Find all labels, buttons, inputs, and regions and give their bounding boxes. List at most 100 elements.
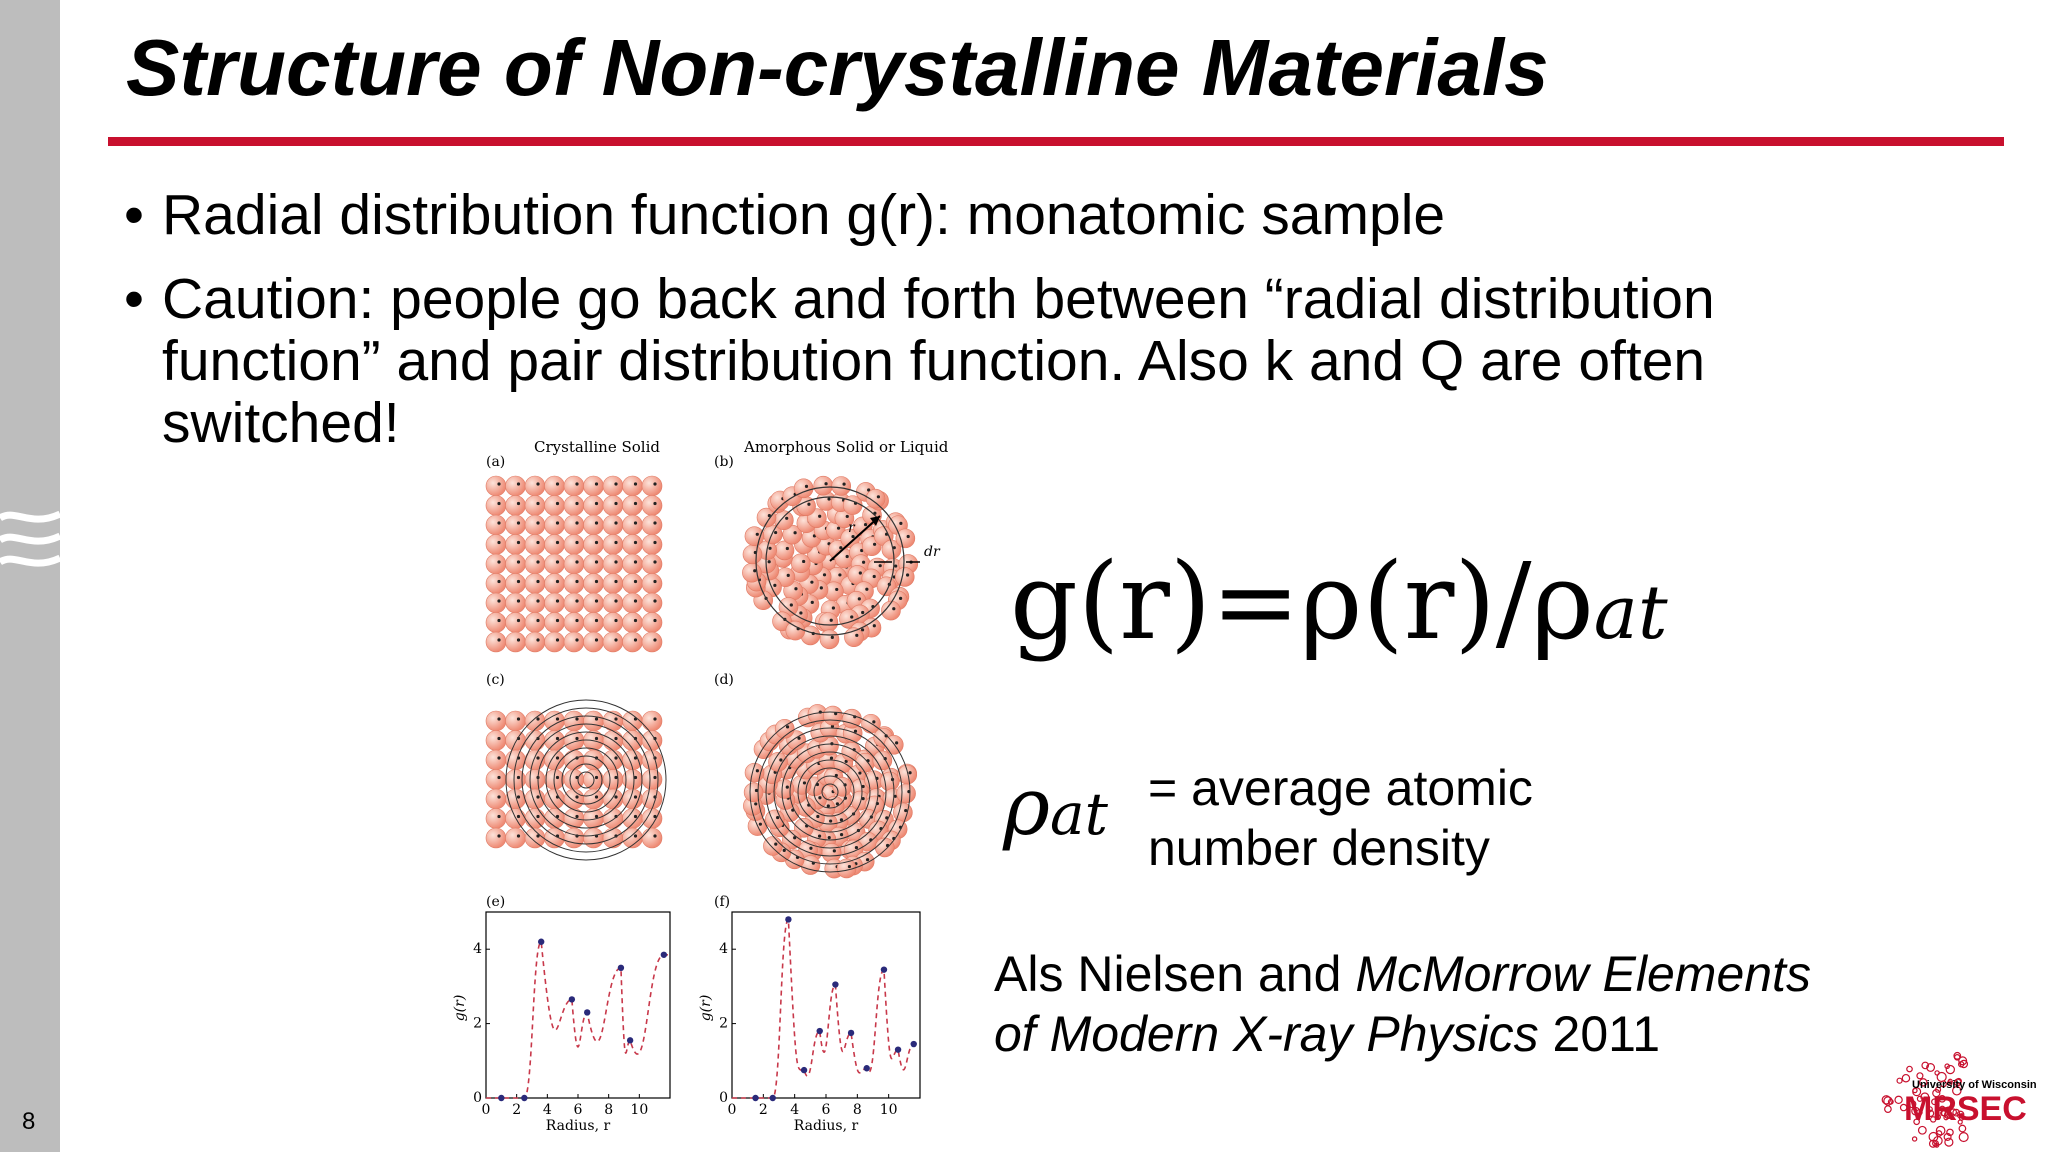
atom-nucleus (847, 864, 852, 869)
atom-nucleus (802, 781, 807, 785)
atom (622, 631, 643, 653)
formula-subscript: at (1593, 570, 1668, 656)
atom-nucleus (789, 603, 793, 607)
atom-nucleus (516, 521, 521, 525)
atom (485, 592, 507, 614)
atom (524, 534, 546, 555)
atom-nucleus (555, 814, 560, 819)
atom-nucleus (754, 788, 759, 793)
logo-dot (1911, 1106, 1920, 1116)
atom-nucleus (555, 775, 560, 780)
atom-nucleus (653, 579, 657, 584)
logo-dot (1931, 1098, 1938, 1106)
logo-mrsec-text: MRSEC (1904, 1090, 2027, 1128)
atom (485, 827, 507, 849)
atom-nucleus (594, 717, 599, 721)
rdf-figure: Crystalline Solid Amorphous Solid or Liq… (452, 438, 949, 1134)
data-point (617, 964, 625, 971)
logo-dot (1920, 1092, 1930, 1102)
logo-dot (1899, 1103, 1908, 1112)
atom (774, 510, 794, 531)
logo-university-text: University of Wisconsin (1912, 1079, 2037, 1091)
atom (563, 827, 585, 849)
atom (524, 495, 546, 516)
atom-nucleus (594, 579, 599, 584)
atom (485, 475, 507, 497)
atom-nucleus (633, 795, 638, 799)
atom (563, 749, 585, 771)
atom-nucleus (818, 796, 822, 800)
logo-dot (1901, 1073, 1911, 1083)
atom (641, 769, 663, 790)
atom-nucleus (555, 756, 560, 760)
definition-line-1: = average atomic (1148, 760, 1533, 816)
logo-dot (1921, 1061, 1930, 1070)
atom-nucleus (633, 560, 638, 564)
atom (602, 534, 624, 555)
atom-nucleus (653, 814, 657, 819)
y-tick-label: 0 (473, 1090, 482, 1106)
atom-nucleus (653, 482, 657, 486)
atom-nucleus (594, 521, 599, 525)
atom-nucleus (826, 804, 830, 808)
atom (485, 769, 507, 790)
atom-nucleus (555, 501, 560, 506)
atom-nucleus (855, 633, 859, 637)
shell-outer-circle (755, 486, 905, 636)
logo-dot (1932, 1089, 1941, 1098)
atom-nucleus (861, 610, 865, 615)
atom (583, 749, 604, 771)
atom (602, 808, 624, 829)
atom-nucleus (594, 775, 599, 780)
atom-nucleus (838, 573, 842, 577)
atom (544, 495, 565, 516)
atom-nucleus (653, 717, 657, 721)
atom-nucleus (594, 736, 599, 741)
atom-nucleus (614, 775, 618, 780)
atom-nucleus (653, 618, 657, 623)
atom-nucleus (633, 736, 638, 741)
radius-arrowhead-icon (870, 516, 880, 526)
atom-nucleus (860, 628, 865, 632)
atom-nucleus (555, 482, 560, 486)
atom-nucleus (829, 756, 834, 760)
atom-nucleus (516, 638, 521, 642)
y-tick-label: 2 (719, 1016, 728, 1032)
bullet-list: Radial distribution function g(r): monat… (122, 184, 1902, 476)
shell-ring (537, 731, 635, 829)
atom-nucleus (497, 579, 501, 584)
atom-nucleus (633, 540, 638, 545)
definition-line-2: number density (1148, 820, 1490, 876)
atom-nucleus (555, 599, 560, 603)
atom-nucleus (830, 635, 834, 639)
atom-nucleus (839, 818, 844, 822)
atom-nucleus (878, 564, 882, 568)
logo-dot (1943, 1132, 1952, 1141)
logo-dot (1908, 1100, 1917, 1109)
atom (505, 710, 526, 732)
atom-nucleus (633, 521, 638, 525)
logo-dot (1894, 1095, 1903, 1105)
atom (583, 534, 604, 555)
atom (818, 612, 839, 632)
slide-title: Structure of Non-crystalline Materials (126, 23, 1549, 112)
x-tick-label: 0 (482, 1102, 491, 1118)
atom (524, 573, 546, 594)
atom-nucleus (653, 560, 657, 564)
atom (583, 710, 604, 732)
atom (785, 620, 806, 641)
rdf-formula: g(r)=ρ(r)/ρat (1010, 540, 1668, 663)
atom (505, 534, 526, 555)
atom (819, 629, 840, 650)
atom-nucleus (768, 546, 772, 550)
atom-nucleus (536, 814, 540, 819)
atom-nucleus (653, 638, 657, 642)
atom (641, 514, 663, 536)
citation-authors: Als Nielsen and (994, 946, 1356, 1002)
atom (895, 528, 916, 549)
atom-nucleus (861, 797, 865, 801)
logo-dot (1943, 1110, 1953, 1120)
atom-nucleus (536, 638, 540, 642)
atom-nucleus (819, 586, 823, 590)
atom-nucleus (802, 559, 806, 564)
